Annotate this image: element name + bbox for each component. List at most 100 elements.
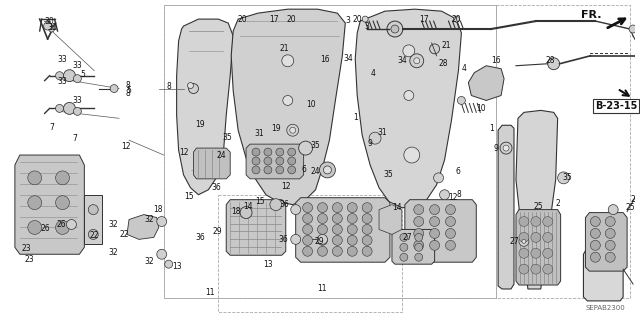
Polygon shape (296, 198, 390, 262)
Text: 14: 14 (243, 203, 252, 211)
Polygon shape (516, 110, 557, 289)
Circle shape (362, 16, 368, 22)
Circle shape (291, 234, 301, 244)
Text: 23: 23 (22, 244, 31, 253)
Circle shape (264, 157, 272, 165)
Circle shape (74, 75, 81, 83)
Circle shape (332, 235, 342, 245)
Circle shape (288, 166, 296, 174)
Text: 18: 18 (153, 205, 163, 214)
Text: 33: 33 (58, 55, 67, 64)
Circle shape (63, 102, 76, 114)
Circle shape (500, 142, 512, 154)
Circle shape (414, 241, 424, 250)
Circle shape (445, 228, 456, 238)
Text: 8: 8 (126, 81, 131, 90)
Circle shape (543, 217, 553, 226)
Bar (496, 5, 630, 298)
Text: 34: 34 (343, 54, 353, 63)
Polygon shape (246, 144, 303, 179)
Circle shape (317, 234, 328, 244)
Circle shape (157, 249, 166, 259)
Circle shape (429, 217, 440, 226)
Circle shape (348, 203, 357, 212)
Circle shape (252, 166, 260, 174)
Circle shape (519, 217, 529, 226)
Circle shape (445, 205, 456, 215)
Text: 35: 35 (310, 141, 321, 150)
Circle shape (548, 58, 559, 70)
Text: 7: 7 (72, 134, 77, 143)
Text: 26: 26 (41, 224, 51, 233)
Circle shape (332, 214, 342, 224)
Bar (84, 195, 102, 244)
Text: 5: 5 (80, 70, 85, 78)
Polygon shape (516, 210, 561, 285)
Text: 30: 30 (45, 17, 54, 26)
Circle shape (605, 217, 615, 226)
Polygon shape (392, 229, 435, 264)
Text: 8: 8 (126, 89, 131, 98)
Text: 12: 12 (179, 148, 188, 157)
Polygon shape (405, 200, 476, 262)
Text: 20: 20 (452, 15, 461, 24)
Text: 33: 33 (72, 61, 83, 70)
Text: 15: 15 (184, 192, 194, 201)
Circle shape (264, 148, 272, 156)
Text: 31: 31 (377, 128, 387, 137)
Text: 32: 32 (108, 220, 118, 229)
Circle shape (291, 205, 301, 215)
Circle shape (404, 147, 420, 163)
Text: 12: 12 (121, 142, 131, 151)
Circle shape (63, 70, 76, 82)
Circle shape (404, 91, 414, 100)
Circle shape (270, 199, 282, 211)
Text: 13: 13 (172, 262, 181, 271)
Circle shape (288, 157, 296, 165)
Text: 35: 35 (384, 170, 394, 179)
Polygon shape (15, 155, 84, 254)
Text: 20: 20 (353, 15, 362, 24)
Circle shape (362, 214, 372, 224)
Text: 34: 34 (397, 56, 407, 65)
Circle shape (303, 246, 312, 256)
Text: 5: 5 (127, 86, 131, 95)
Polygon shape (193, 148, 230, 179)
Text: 10: 10 (307, 100, 316, 108)
Circle shape (519, 236, 529, 246)
Text: 11: 11 (205, 288, 214, 297)
Circle shape (44, 22, 52, 30)
Text: SEPAB2300: SEPAB2300 (586, 305, 625, 311)
Text: 31: 31 (254, 129, 264, 138)
Circle shape (429, 228, 440, 238)
Polygon shape (226, 200, 286, 255)
Circle shape (415, 243, 422, 251)
Text: 8: 8 (166, 82, 171, 91)
Circle shape (67, 219, 76, 229)
Text: 12: 12 (281, 182, 291, 191)
Circle shape (605, 252, 615, 262)
Circle shape (414, 228, 424, 238)
Circle shape (74, 108, 81, 115)
Circle shape (400, 234, 408, 241)
Circle shape (387, 21, 403, 37)
Circle shape (348, 235, 357, 245)
Circle shape (299, 141, 312, 155)
Circle shape (531, 217, 541, 226)
Circle shape (56, 72, 63, 80)
Circle shape (198, 157, 213, 173)
Circle shape (362, 246, 372, 256)
Circle shape (332, 203, 342, 212)
Circle shape (252, 157, 260, 165)
Circle shape (317, 225, 328, 234)
Circle shape (503, 145, 509, 151)
Text: 4: 4 (371, 69, 376, 78)
Circle shape (332, 246, 342, 256)
Circle shape (164, 260, 173, 268)
Circle shape (440, 190, 449, 200)
Text: 33: 33 (58, 78, 67, 86)
Text: 3: 3 (365, 22, 369, 31)
Text: 27: 27 (509, 237, 519, 246)
Circle shape (454, 16, 460, 22)
Polygon shape (379, 205, 402, 234)
